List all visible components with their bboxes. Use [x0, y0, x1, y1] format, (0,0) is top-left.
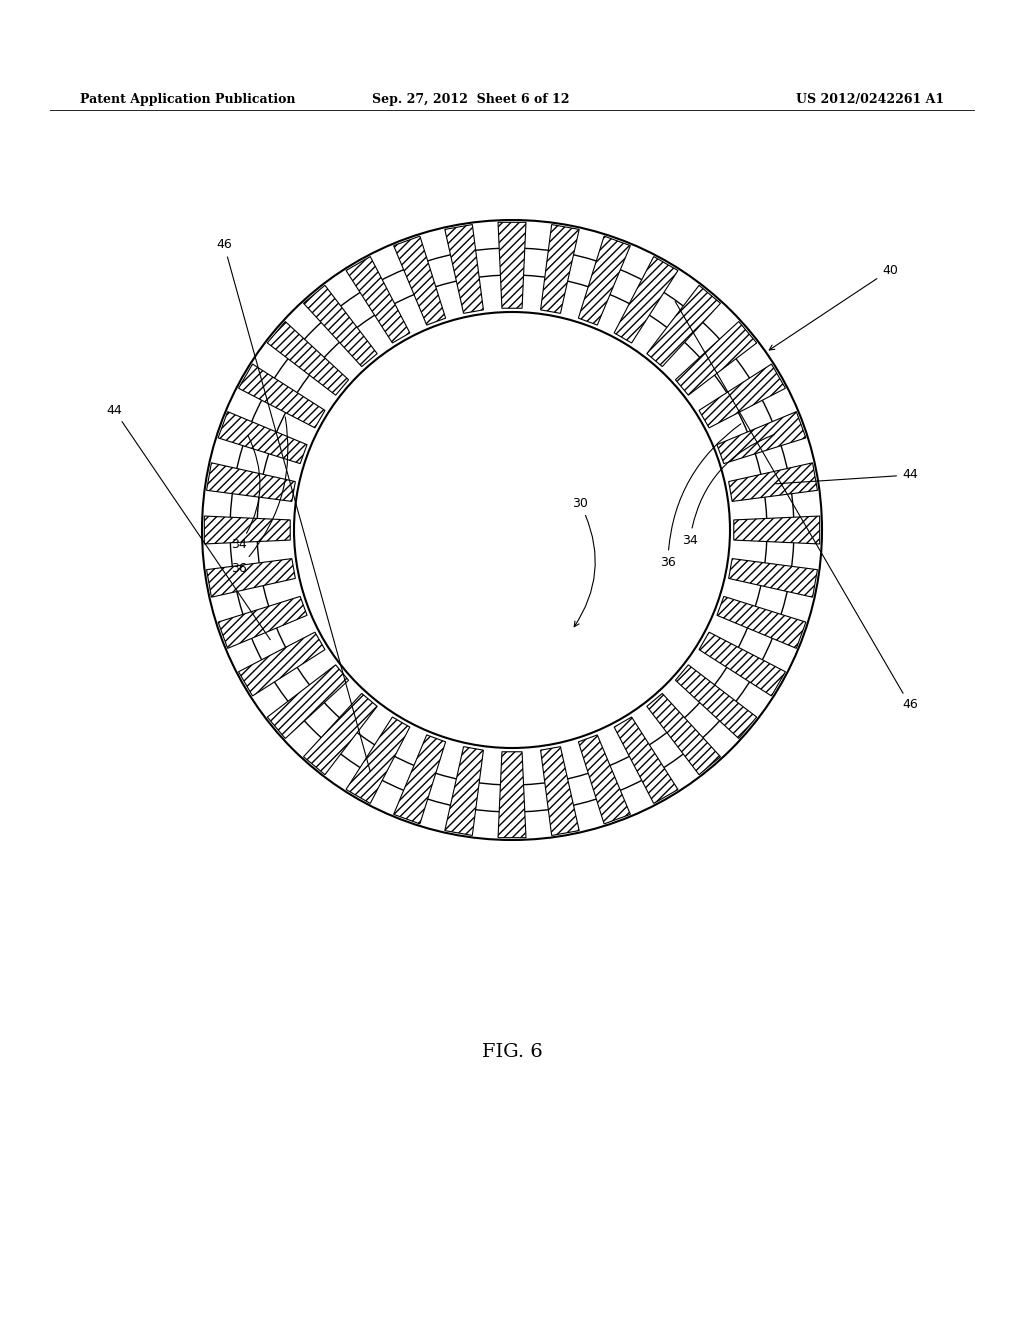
- Polygon shape: [267, 322, 348, 395]
- Text: 36: 36: [231, 417, 288, 574]
- Polygon shape: [647, 285, 721, 367]
- Text: FIG. 6: FIG. 6: [481, 1043, 543, 1060]
- Polygon shape: [444, 747, 483, 836]
- Polygon shape: [303, 693, 377, 775]
- Polygon shape: [218, 597, 307, 648]
- Polygon shape: [498, 752, 526, 838]
- Text: 34: 34: [682, 434, 774, 546]
- Polygon shape: [541, 747, 580, 836]
- Polygon shape: [205, 516, 290, 544]
- Polygon shape: [676, 665, 757, 738]
- Polygon shape: [676, 322, 757, 395]
- Polygon shape: [647, 693, 721, 775]
- Polygon shape: [498, 222, 526, 309]
- Polygon shape: [267, 665, 348, 738]
- Polygon shape: [717, 597, 806, 648]
- Text: 36: 36: [660, 424, 740, 569]
- Text: 46: 46: [675, 301, 918, 711]
- Polygon shape: [729, 558, 817, 597]
- Text: 30: 30: [572, 498, 595, 627]
- Polygon shape: [699, 364, 785, 428]
- Polygon shape: [614, 717, 678, 804]
- Text: 44: 44: [776, 469, 918, 484]
- Polygon shape: [346, 256, 410, 343]
- Polygon shape: [699, 632, 785, 696]
- Polygon shape: [541, 224, 580, 313]
- Polygon shape: [346, 717, 410, 804]
- Text: 40: 40: [769, 264, 898, 350]
- Polygon shape: [207, 463, 295, 502]
- Polygon shape: [393, 735, 445, 824]
- Text: 46: 46: [216, 239, 371, 771]
- Polygon shape: [717, 412, 806, 463]
- Polygon shape: [239, 364, 325, 428]
- Polygon shape: [579, 236, 631, 325]
- Polygon shape: [579, 735, 631, 824]
- Polygon shape: [729, 463, 817, 502]
- Text: 44: 44: [106, 404, 270, 640]
- Polygon shape: [207, 558, 295, 597]
- Text: Patent Application Publication: Patent Application Publication: [80, 92, 296, 106]
- Text: 34: 34: [231, 436, 260, 552]
- Polygon shape: [239, 632, 325, 696]
- Text: Sep. 27, 2012  Sheet 6 of 12: Sep. 27, 2012 Sheet 6 of 12: [373, 92, 569, 106]
- Polygon shape: [614, 256, 678, 343]
- Polygon shape: [734, 516, 819, 544]
- Polygon shape: [444, 224, 483, 313]
- Polygon shape: [393, 236, 445, 325]
- Polygon shape: [218, 412, 307, 463]
- Polygon shape: [303, 285, 377, 367]
- Text: US 2012/0242261 A1: US 2012/0242261 A1: [796, 92, 944, 106]
